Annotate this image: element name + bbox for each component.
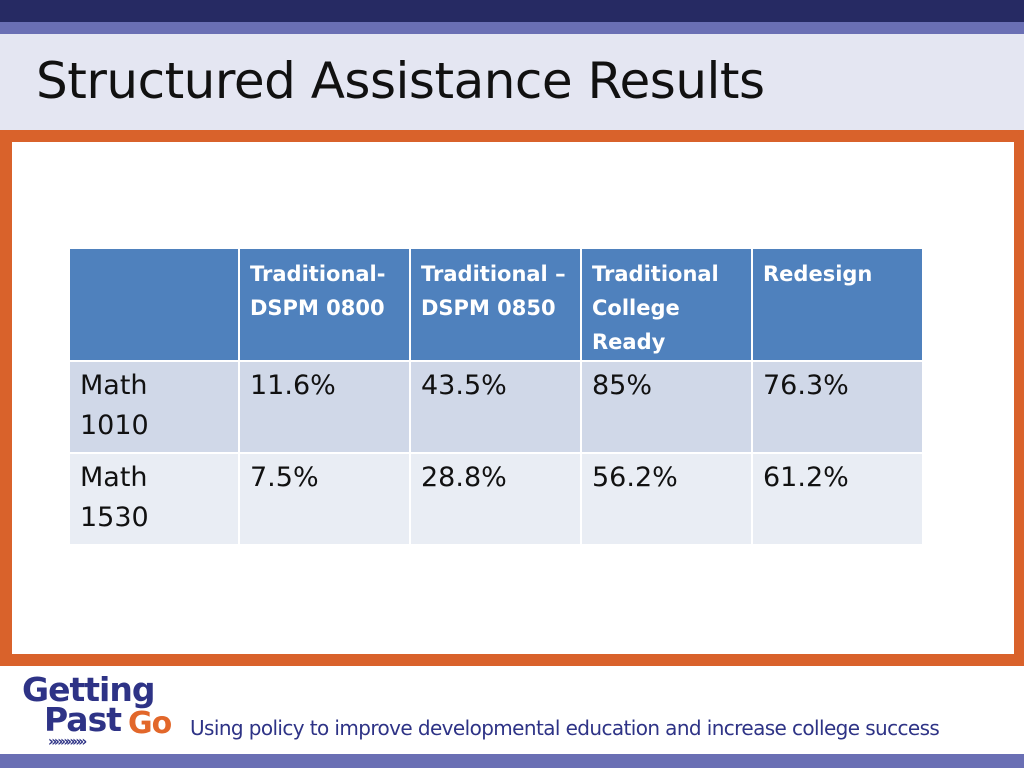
table-cell: 28.8% xyxy=(409,452,582,546)
header-cell: Redesign xyxy=(751,247,924,362)
table-cell: 61.2% xyxy=(751,452,924,546)
top-bar xyxy=(0,0,1024,22)
orange-separator xyxy=(0,130,1024,142)
table-cell: 7.5% xyxy=(238,452,411,546)
bottom-bar xyxy=(0,754,1024,768)
table-row: Math 1010 11.6% 43.5% 85% 76.3% xyxy=(68,360,924,454)
table-header-row: Traditional- DSPM 0800 Traditional – DSPM … xyxy=(68,247,924,362)
row-label: Math 1530 xyxy=(68,452,240,546)
title-band xyxy=(0,34,1024,130)
table-cell: 43.5% xyxy=(409,360,582,454)
table-cell: 85% xyxy=(580,360,753,454)
header-cell-empty xyxy=(68,247,240,362)
logo-chevrons-icon: »»»»»» xyxy=(48,734,87,750)
top-accent-bar xyxy=(0,22,1024,34)
header-cell: Traditional College Ready xyxy=(580,247,753,362)
results-table: Traditional- DSPM 0800 Traditional – DSPM … xyxy=(68,247,924,546)
footer-tagline: Using policy to improve developmental ed… xyxy=(190,716,940,740)
row-label: Math 1010 xyxy=(68,360,240,454)
table-cell: 76.3% xyxy=(751,360,924,454)
logo-word-getting: Getting xyxy=(22,670,155,709)
header-cell: Traditional – DSPM 0850 xyxy=(409,247,582,362)
table-row: Math 1530 7.5% 28.8% 56.2% 61.2% xyxy=(68,452,924,546)
table-cell: 11.6% xyxy=(238,360,411,454)
logo-word-past: Past xyxy=(44,700,122,739)
logo-word-go: Go xyxy=(128,706,172,741)
table-cell: 56.2% xyxy=(580,452,753,546)
getting-past-go-logo: Getting Past Go »»»»»» xyxy=(20,672,180,752)
slide-title: Structured Assistance Results xyxy=(36,52,765,110)
header-cell: Traditional- DSPM 0800 xyxy=(238,247,411,362)
